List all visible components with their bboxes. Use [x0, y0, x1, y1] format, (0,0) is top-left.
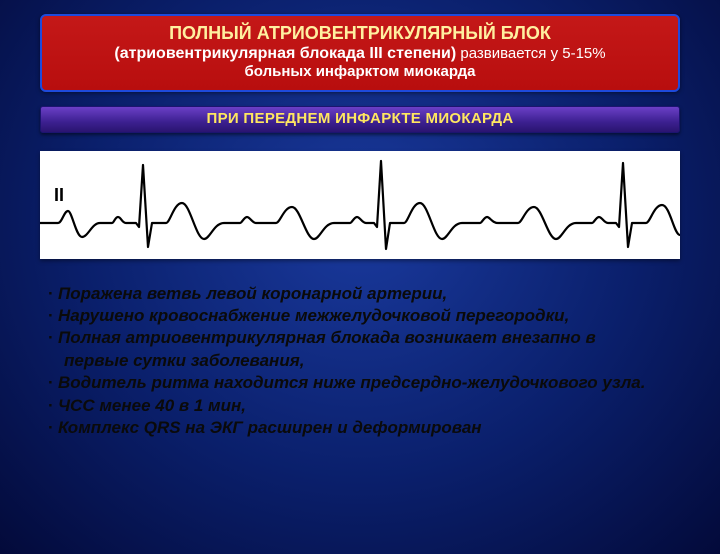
list-item: Полная атриовентрикулярная блокада возни…	[64, 327, 662, 372]
ecg-path	[40, 161, 680, 249]
header-title: ПОЛНЫЙ АТРИОВЕНТРИКУЛЯРНЫЙ БЛОК	[56, 22, 664, 45]
list-item: ЧСС менее 40 в 1 мин,	[64, 395, 662, 417]
header-sub-tail: развивается у 5-15%	[456, 45, 605, 62]
list-item: Поражена ветвь левой коронарной артерии,	[64, 283, 662, 305]
header-subtitle-line2: больных инфарктом миокарда	[56, 63, 664, 80]
list-item: Комплекс QRS на ЭКГ расширен и деформиро…	[64, 417, 662, 439]
list-item: Нарушено кровоснабжение межжелудочковой …	[64, 305, 662, 327]
bullet-list: Поражена ветвь левой коронарной артерии,…	[70, 283, 662, 440]
ecg-lead-label: II	[54, 185, 64, 206]
list-item: Водитель ритма находится ниже предсердно…	[64, 372, 662, 394]
ecg-trace	[40, 151, 680, 259]
header-sub-bold: (атриовентрикулярная блокада III степени…	[114, 45, 456, 62]
ecg-panel: II	[40, 151, 680, 259]
header-subtitle-line1: (атриовентрикулярная блокада III степени…	[56, 45, 664, 63]
header-box: ПОЛНЫЙ АТРИОВЕНТРИКУЛЯРНЫЙ БЛОК (атриове…	[40, 14, 680, 92]
section-band: ПРИ ПЕРЕДНЕМ ИНФАРКТЕ МИОКАРДА	[40, 106, 680, 133]
section-band-text: ПРИ ПЕРЕДНЕМ ИНФАРКТЕ МИОКАРДА	[207, 110, 514, 127]
